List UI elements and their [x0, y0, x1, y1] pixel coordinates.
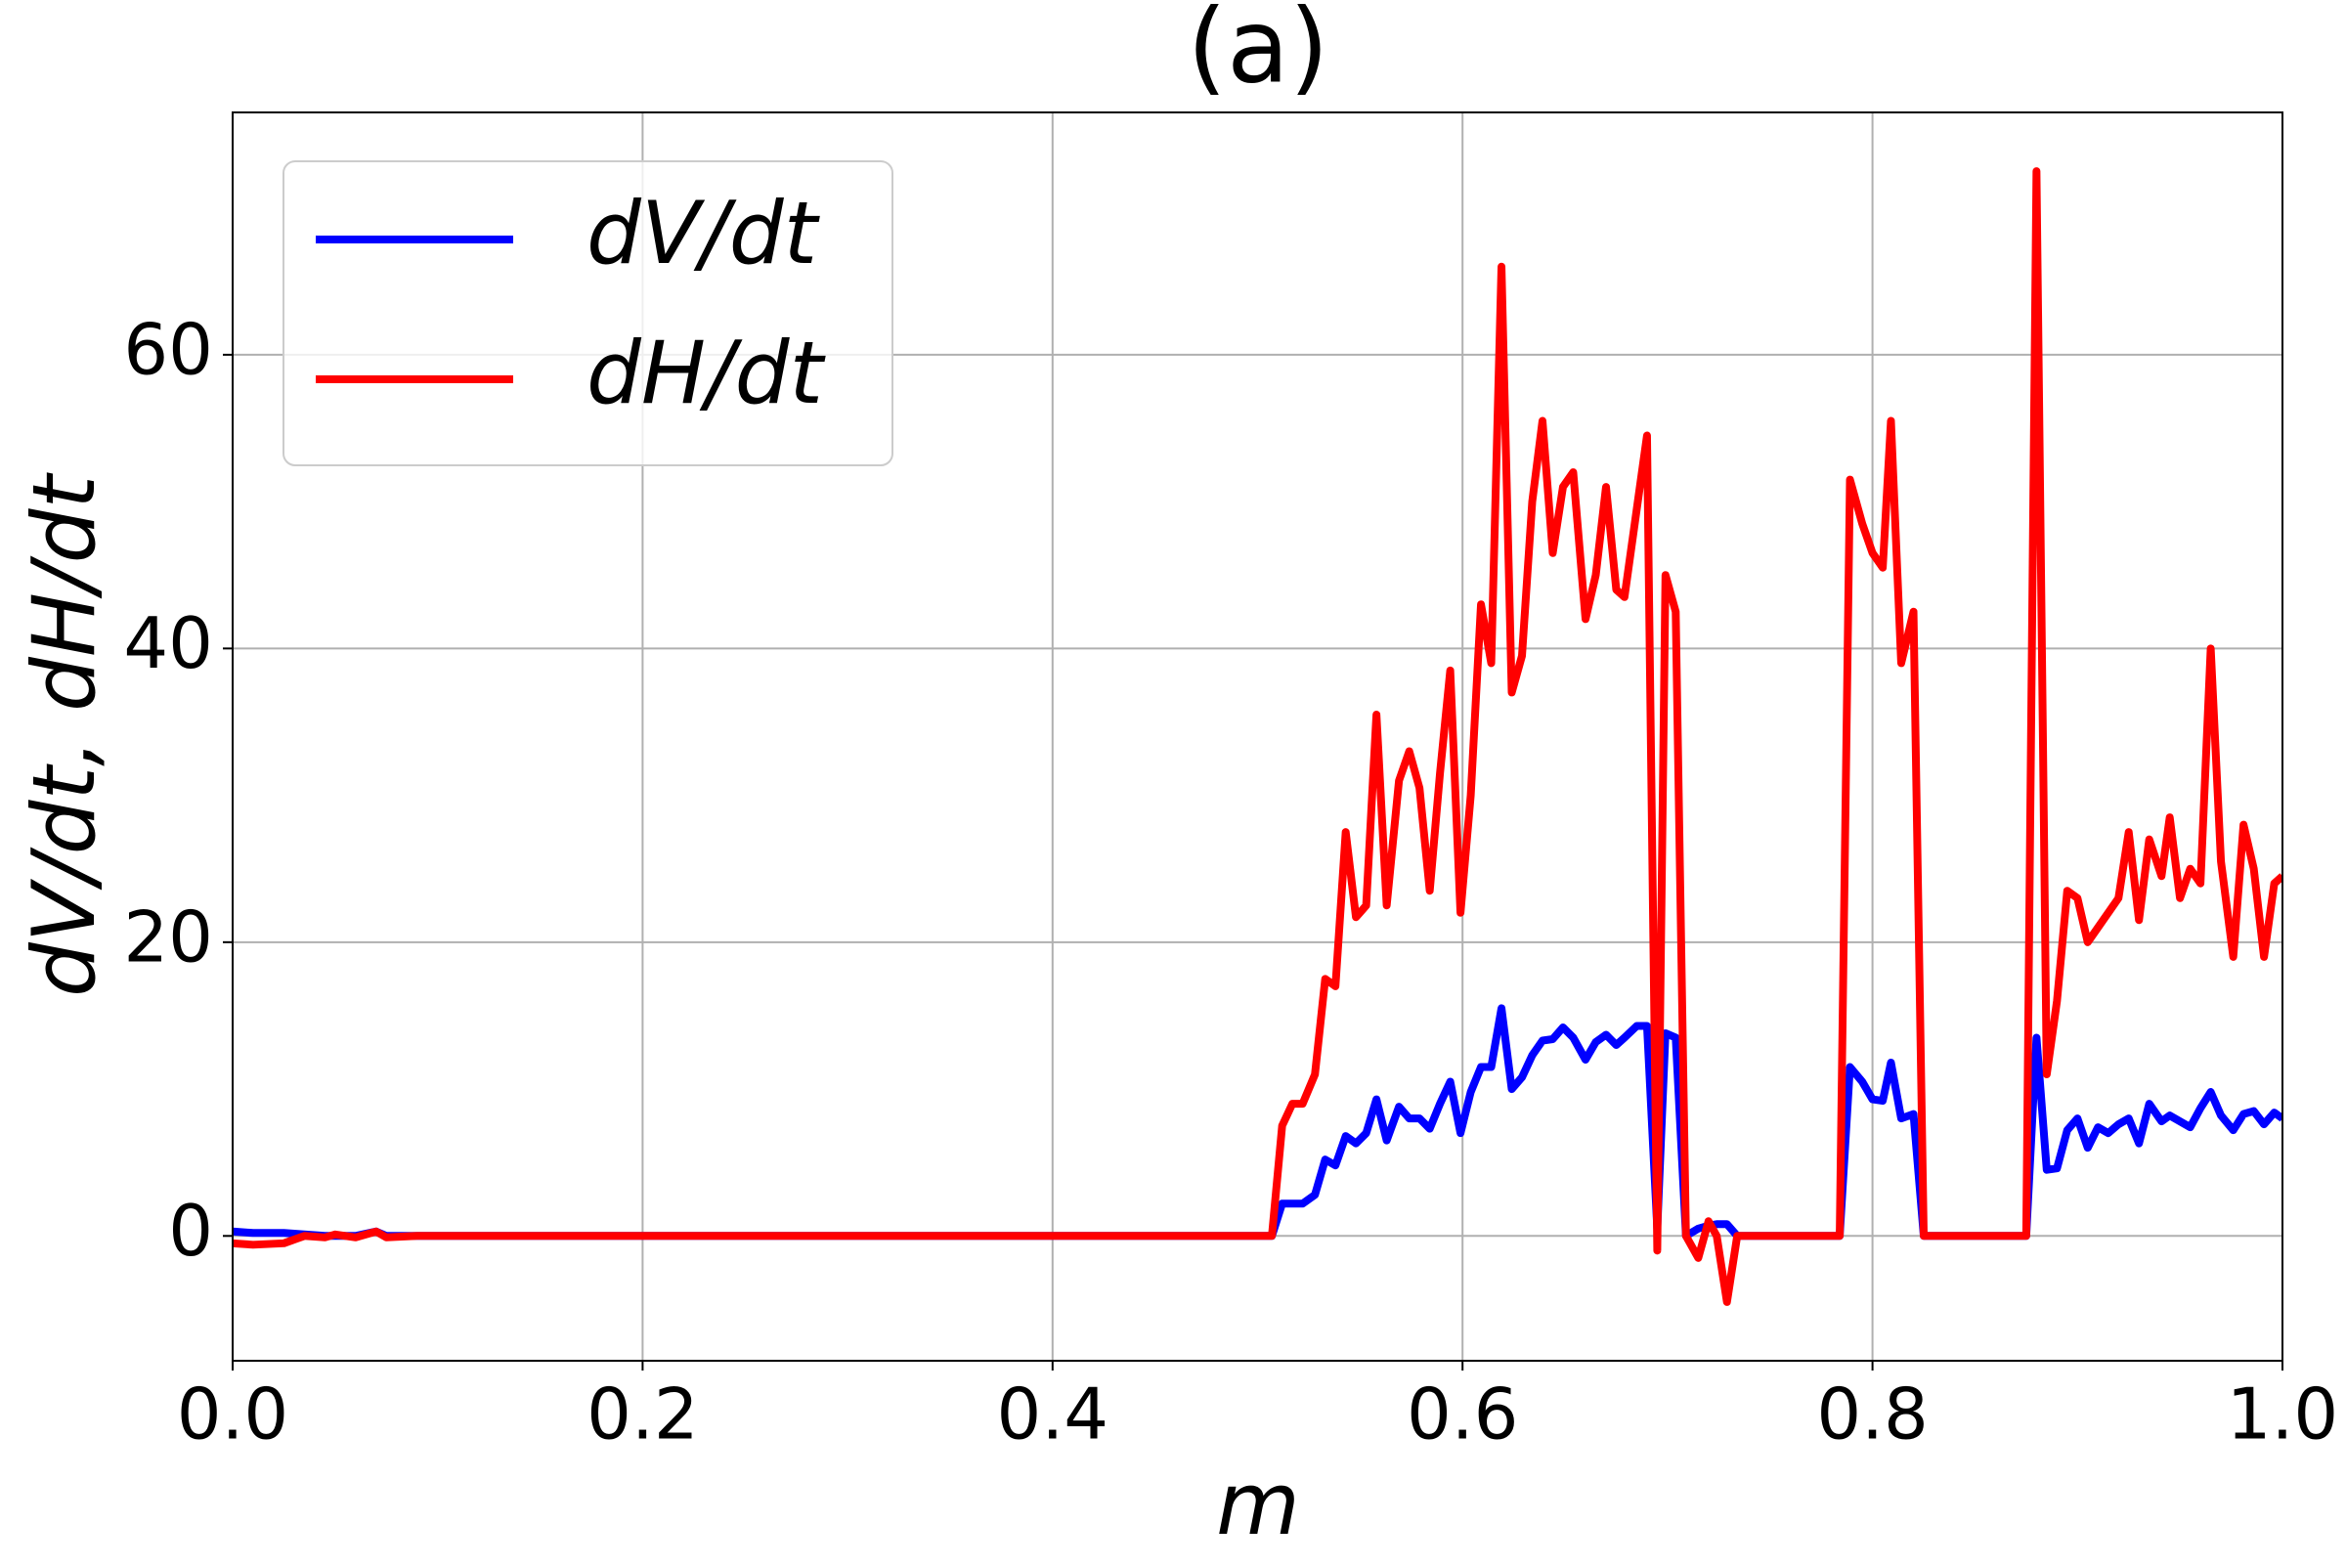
legend-label: dH/dt — [586, 323, 827, 423]
x-tick-label: 1.0 — [2227, 1373, 2339, 1456]
plot-frame — [232, 111, 2283, 1362]
legend-label: dV/dt — [586, 183, 821, 283]
y-axis-label: dV/dt, dH/dt — [14, 471, 114, 997]
y-tick-label: 60 — [123, 308, 213, 390]
series-line — [233, 1004, 2282, 1241]
series-line — [233, 167, 2282, 1306]
chart-title: (a) — [1188, 0, 1329, 106]
y-tick-label: 0 — [168, 1190, 213, 1272]
x-tick-label: 0.0 — [177, 1373, 289, 1456]
y-tick-label: 40 — [123, 602, 213, 684]
y-tick-label: 20 — [123, 895, 213, 978]
x-tick-label: 0.4 — [997, 1373, 1109, 1456]
x-tick-label: 0.2 — [586, 1373, 699, 1456]
x-tick-label: 0.8 — [1816, 1373, 1929, 1456]
x-tick-label: 0.6 — [1407, 1373, 1519, 1456]
x-axis-label: m — [1216, 1454, 1300, 1554]
